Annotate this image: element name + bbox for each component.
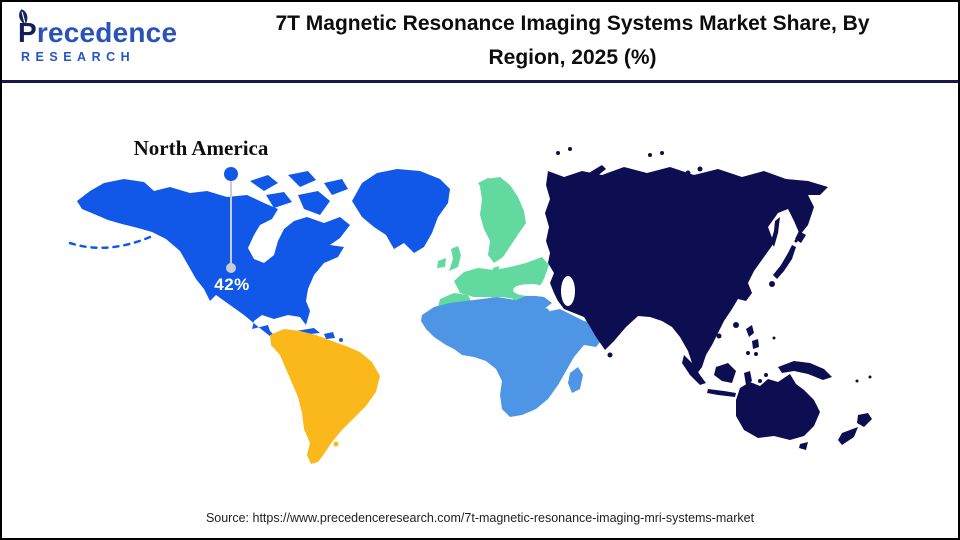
source-text: Source: https://www.precedenceresearch.c… bbox=[205, 511, 755, 525]
callout-anchor-dot bbox=[224, 167, 238, 181]
callout-value: 42% bbox=[214, 275, 250, 294]
leaf-icon bbox=[19, 9, 28, 26]
region-north-america bbox=[68, 169, 450, 353]
precedence-research-logo: Precedence RESEARCH bbox=[2, 9, 187, 64]
callout-end-dot bbox=[226, 263, 236, 273]
callout-line bbox=[230, 181, 232, 264]
header: Precedence RESEARCH 7T Magnetic Resonanc… bbox=[2, 2, 958, 83]
chart-title: 7T Magnetic Resonance Imaging Systems Ma… bbox=[275, 11, 870, 69]
region-south-america bbox=[270, 329, 380, 464]
world-map bbox=[68, 147, 872, 464]
inland-seas bbox=[513, 276, 575, 306]
region-middle-east-africa bbox=[421, 295, 606, 417]
title-wrap: 7T Magnetic Resonance Imaging Systems Ma… bbox=[187, 2, 958, 80]
region-asia-pacific bbox=[545, 147, 872, 450]
logo-subtitle: RESEARCH bbox=[21, 49, 136, 64]
callout-label: North America bbox=[133, 136, 269, 160]
map-content: North America 42% Source: https://www.pr… bbox=[2, 83, 958, 536]
logo-name: Precedence bbox=[18, 17, 178, 49]
